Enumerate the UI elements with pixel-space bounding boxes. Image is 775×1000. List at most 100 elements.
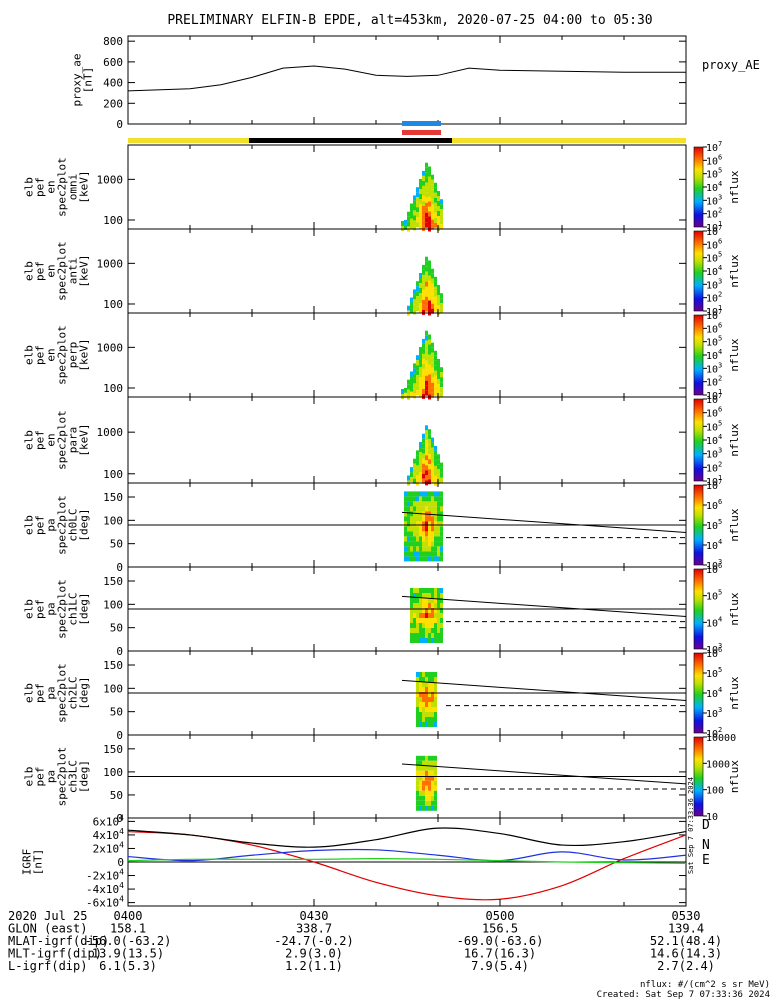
spectrogram-cell <box>434 588 437 593</box>
spectrogram-cell <box>440 501 443 507</box>
y-axis-label: spec2plot <box>56 663 69 723</box>
spectrogram-cell <box>416 795 419 801</box>
spectrogram-cell <box>425 385 428 391</box>
spectrogram-cell <box>440 491 443 497</box>
spectrogram-cell <box>422 200 425 206</box>
spectrogram-cell <box>428 439 431 445</box>
spectrogram-cell <box>437 638 440 643</box>
spectrogram-cell <box>422 593 425 598</box>
spectrogram-cell <box>440 613 443 618</box>
x-annotation-value: 2.7(2.4) <box>657 959 715 973</box>
spectrogram-cell <box>428 755 431 761</box>
plot-frame <box>127 396 687 484</box>
spectrogram-cell <box>416 370 419 376</box>
spectrogram-cell <box>434 682 437 687</box>
spectrogram-cell <box>431 442 434 448</box>
colorbar-tick-label: 101 <box>706 388 722 402</box>
spectrogram-cell <box>428 479 431 485</box>
spectrogram-cell <box>434 755 437 761</box>
spectrogram-cell <box>425 702 428 707</box>
spectrogram-cell <box>410 506 413 512</box>
spectrogram-cell <box>404 496 407 502</box>
spectrogram-cell <box>437 598 440 603</box>
colorbar-tick-label: 104 <box>706 686 722 700</box>
spectrogram-cell <box>434 516 437 522</box>
spectrogram-cell <box>434 465 437 471</box>
y-axis-label: pef <box>34 345 47 365</box>
spectrogram-cell <box>419 496 422 502</box>
spectrogram-cell <box>428 546 431 552</box>
spectrogram-cell <box>410 516 413 522</box>
spectrogram-cell <box>431 472 434 478</box>
spectrogram-cell <box>440 531 443 537</box>
spectrogram-cell <box>413 478 416 484</box>
spectrogram-cell <box>434 380 437 386</box>
spectrogram-cell <box>425 281 428 287</box>
spectrogram-cell <box>410 536 413 542</box>
spectrogram-cell <box>437 608 440 613</box>
spectrogram-cell <box>416 455 419 461</box>
spectrogram-cell <box>410 223 413 229</box>
colorbar-tick-label: 105 <box>706 419 722 433</box>
spectrogram-cell <box>422 478 425 484</box>
spectrogram-cell <box>422 795 425 801</box>
spectrogram-cell <box>422 775 425 781</box>
orbit-bar-black <box>249 138 452 143</box>
spectrogram-cell <box>410 213 413 219</box>
spectrogram-cell <box>413 633 416 638</box>
spectrogram-cell <box>416 496 419 502</box>
y-axis-label: pef <box>34 683 47 703</box>
y-axis-label: anti <box>67 258 80 285</box>
spectrogram-cell <box>422 491 425 497</box>
spectrogram-cell <box>413 546 416 552</box>
spectrogram-cell <box>440 633 443 638</box>
spectrogram-cell <box>413 473 416 479</box>
y-axis-label: en <box>45 348 58 361</box>
y-axis-label: elb <box>23 599 36 619</box>
spectrogram-cell <box>428 300 431 306</box>
spectrogram-cell <box>440 496 443 502</box>
spectrogram-cell <box>434 790 437 796</box>
spectrogram-cell <box>440 593 443 598</box>
spectrogram-cell <box>428 491 431 497</box>
spectrogram-cell <box>431 377 434 383</box>
spectrogram-cell <box>425 296 428 302</box>
spectrogram-cell <box>425 765 428 771</box>
spectrogram-cell <box>419 556 422 562</box>
spectrogram-cell <box>434 556 437 562</box>
spectrogram-cell <box>407 389 410 395</box>
spectrogram-cell <box>416 365 419 371</box>
spectrogram-cell <box>413 496 416 502</box>
spectrogram-cell <box>431 199 434 205</box>
spectrogram-cell <box>425 588 428 593</box>
spectrogram-cell <box>440 618 443 623</box>
panel-proxy-ae: 0 200 400 600 800 proxy_ae[nT] proxy_AE <box>71 35 760 131</box>
spectrogram-cell <box>410 608 413 613</box>
spectrogram-cell <box>413 215 416 221</box>
spectrogram-cell <box>413 491 416 497</box>
spectrogram-cell <box>440 588 443 593</box>
spectrogram-cell <box>419 790 422 796</box>
spectrogram-cell <box>428 364 431 370</box>
spectrogram-cell <box>422 294 425 300</box>
y-axis-label: pef <box>34 177 47 197</box>
spectrogram-cell <box>431 760 434 766</box>
spectrogram-cell <box>422 687 425 692</box>
spectrogram-cell <box>425 633 428 638</box>
spectrogram-cell <box>428 541 431 547</box>
spectrogram-cell <box>434 805 437 811</box>
spectrogram-cell <box>437 454 440 460</box>
spectrogram-cell <box>413 309 416 315</box>
spectrogram-cell <box>434 296 437 302</box>
spectrogram-cell <box>419 755 422 761</box>
spectrogram-cell <box>431 174 434 180</box>
spectrogram-cell <box>428 697 431 702</box>
spectrogram-cell <box>440 477 443 483</box>
spectrogram-cell <box>425 491 428 497</box>
spectrogram-cell <box>437 364 440 369</box>
spectrogram-cell <box>416 506 419 512</box>
spectrogram-cell <box>425 618 428 623</box>
spectrogram-cell <box>416 521 419 527</box>
spectrogram-cell <box>422 210 425 216</box>
spectrogram-cell <box>422 800 425 806</box>
